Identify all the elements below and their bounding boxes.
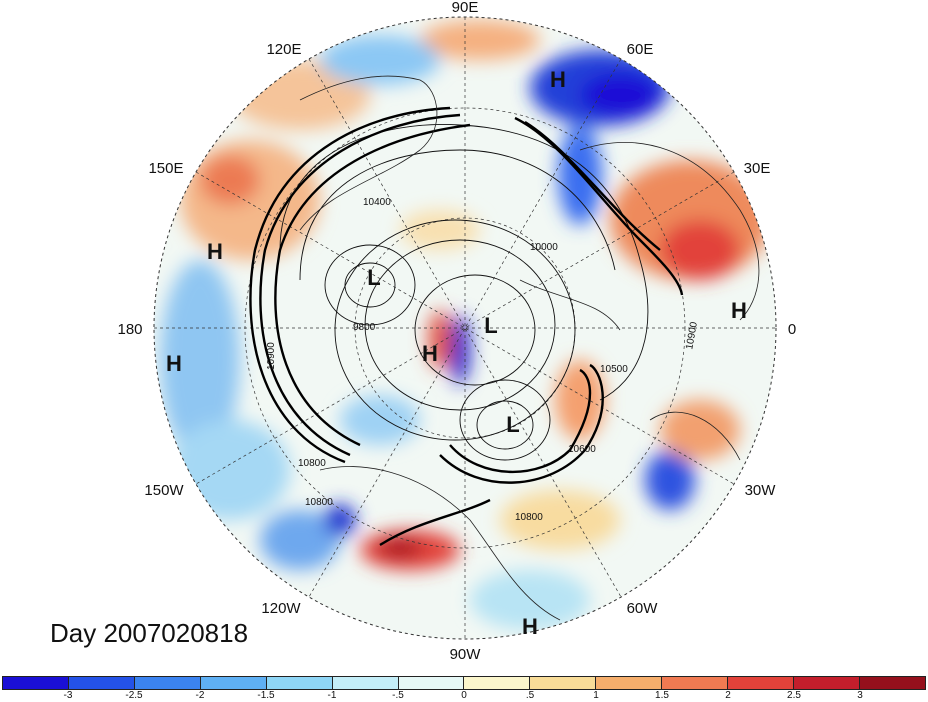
colorbar-swatch — [200, 677, 267, 689]
lon-label-30w: 30W — [745, 482, 777, 499]
jet-contours — [249, 106, 684, 547]
colorbar-swatch — [134, 677, 201, 689]
date-title: Day 2007020818 — [50, 618, 249, 648]
lon-label-120w: 120W — [261, 600, 301, 617]
contour-label: 10800 — [305, 497, 333, 508]
lon-label-60e: 60E — [627, 41, 654, 58]
contour-label: 10800 — [298, 458, 326, 469]
high-center: H — [166, 351, 182, 376]
high-center: H — [522, 614, 538, 639]
colorbar-swatch — [332, 677, 399, 689]
colorbar-tick-label: -2 — [195, 690, 205, 701]
colorbar-swatch — [266, 677, 333, 689]
contour-label: 10800 — [515, 512, 543, 523]
contour-label: 10000 — [530, 242, 558, 253]
colorbar-swatch — [859, 677, 925, 689]
colorbar-tick-label: -1 — [327, 690, 337, 701]
colorbar-swatch — [3, 677, 69, 689]
colorbar-tick-label: 2 — [725, 690, 731, 701]
lon-label-180: 180 — [117, 321, 142, 338]
lon-label-0: 0 — [788, 321, 796, 338]
colorbar-tick-label: -3 — [63, 690, 73, 701]
colorbar-tick-label: 2.5 — [787, 690, 801, 701]
map-boundary — [153, 16, 777, 640]
lon-label-60w: 60W — [627, 600, 659, 617]
colorbar-swatch — [596, 677, 663, 689]
colorbar-tick-label: 1.5 — [655, 690, 669, 701]
high-center: H — [731, 298, 747, 323]
colorbar-swatch — [662, 677, 729, 689]
low-center: L — [367, 265, 380, 290]
colorbar-swatch — [464, 677, 531, 689]
longitude-labels: 90E 120E 60E 150E 30E 180 0 150W 30W 120… — [117, 0, 796, 663]
colorbar-tick-label: -.5 — [392, 690, 404, 701]
lon-label-150w: 150W — [144, 482, 184, 499]
low-center: L — [484, 313, 497, 338]
colorbar-swatch — [728, 677, 795, 689]
colorbar-tick-label: -1.5 — [257, 690, 275, 701]
colorbar-ticks: -3 -2.5 -2 -1.5 -1 -.5 0 .5 1 1.5 2 2.5 3 — [2, 690, 926, 702]
lon-label-90w: 90W — [450, 646, 482, 663]
colorbar-tick-label: 0 — [461, 690, 467, 701]
pressure-centers: H H H H H H L L L — [166, 67, 747, 639]
contour-label: 10900 — [266, 342, 277, 370]
colorbar-tick-label: 1 — [593, 690, 599, 701]
contour-label: 10400 — [363, 197, 391, 208]
lon-label-120e: 120E — [266, 41, 301, 58]
high-center: H — [550, 67, 566, 92]
colorbar-swatch — [794, 677, 860, 689]
colorbar-swatch — [68, 677, 135, 689]
contour-label: 10900 — [684, 321, 700, 351]
contour-label: 10500 — [600, 364, 628, 375]
colorbar-tick-label: -2.5 — [125, 690, 143, 701]
contour-label: 10600 — [568, 444, 596, 455]
colorbar-tick-label: 3 — [857, 690, 863, 701]
coastlines — [299, 75, 760, 621]
low-center: L — [506, 412, 519, 437]
high-center: H — [207, 239, 223, 264]
colorbar-swatch — [530, 677, 597, 689]
high-center: H — [422, 341, 438, 366]
colorbar-swatch — [398, 677, 465, 689]
lon-label-30e: 30E — [744, 160, 771, 177]
colorbar-tick-label: .5 — [525, 690, 535, 701]
contour-labels: 10400 10000 9800 10900 10800 10500 10600… — [266, 197, 700, 523]
colorbar — [2, 676, 926, 690]
lon-label-150e: 150E — [148, 160, 183, 177]
lon-label-90e: 90E — [452, 0, 479, 16]
contour-label: 9800 — [353, 322, 376, 333]
graticule — [154, 17, 776, 639]
